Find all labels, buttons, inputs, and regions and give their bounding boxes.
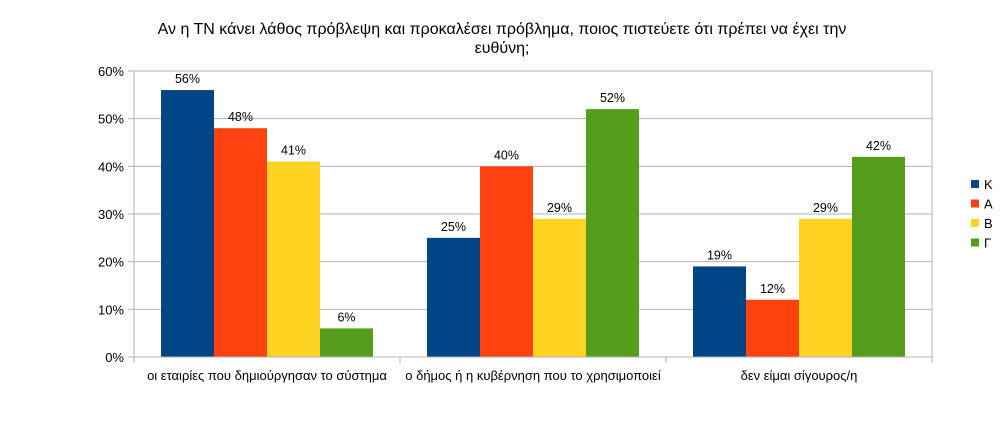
y-axis: 0% 10% 20% 30% 40% 50% 60% <box>98 64 933 365</box>
data-label: 40% <box>494 148 519 162</box>
x-category-label: δεν είμαι σίγουρος/η <box>741 368 858 383</box>
bar-Β-1 <box>533 218 586 357</box>
y-tick-label: 60% <box>98 64 124 79</box>
bar-Β-0 <box>267 161 320 357</box>
bar-Α-2 <box>746 299 799 357</box>
data-label: 6% <box>337 310 355 324</box>
legend-item: Γ <box>971 236 991 251</box>
bar-Γ-1 <box>586 109 639 357</box>
legend-label: Β <box>984 216 993 231</box>
bar-Α-1 <box>480 166 533 357</box>
y-tick-label: 40% <box>98 159 124 174</box>
bar-Κ-2 <box>693 266 746 357</box>
chart-title-line-1: Αν η ΤΝ κάνει λάθος πρόβλεψη και προκαλέ… <box>158 21 847 38</box>
chart-title: Αν η ΤΝ κάνει λάθος πρόβλεψη και προκαλέ… <box>158 21 847 57</box>
bar-Γ-2 <box>852 156 905 357</box>
data-label: 48% <box>228 110 253 124</box>
data-label: 25% <box>441 220 466 234</box>
data-label: 29% <box>813 201 838 215</box>
y-tick-label: 10% <box>98 302 124 317</box>
legend-swatch <box>971 219 979 227</box>
legend-swatch <box>971 238 979 247</box>
bar-Β-2 <box>799 218 852 357</box>
legend-item: Κ <box>971 177 993 192</box>
data-label: 52% <box>600 91 625 105</box>
y-tick-label: 20% <box>98 255 124 270</box>
data-label: 42% <box>866 139 891 153</box>
data-label: 56% <box>175 72 200 86</box>
legend-swatch <box>971 199 979 208</box>
chart-title-line-2: ευθύνη; <box>475 40 530 57</box>
legend-label: Α <box>984 197 993 212</box>
data-label: 29% <box>547 201 572 215</box>
y-tick-label: 50% <box>98 112 124 127</box>
y-tick-label: 30% <box>98 207 124 222</box>
legend-swatch <box>971 180 979 188</box>
y-tick-label: 0% <box>105 350 124 365</box>
data-label: 12% <box>760 282 785 296</box>
legend-label: Κ <box>984 177 993 192</box>
x-axis: οι εταιρίες που δημιούργησαν το σύστημα ο… <box>133 356 933 383</box>
bar-Κ-0 <box>161 90 214 358</box>
legend-item: Β <box>971 216 993 231</box>
data-label: 41% <box>281 144 306 158</box>
bars <box>161 90 905 358</box>
data-labels: 56% 48% 41% 6% 25% 40% 29% 52% 19% 12% 29% 42% <box>175 72 891 324</box>
bar-Γ-0 <box>320 328 373 357</box>
legend-item: Α <box>971 197 993 212</box>
bar-Α-0 <box>214 128 267 357</box>
x-category-label: ο δήμος ή η κυβέρνηση που το χρησιμοποιε… <box>405 368 661 383</box>
data-label: 19% <box>707 248 732 262</box>
bar-Κ-1 <box>427 237 480 357</box>
legend-label: Γ <box>984 236 991 251</box>
x-category-label: οι εταιρίες που δημιούργησαν το σύστημα <box>147 368 387 383</box>
